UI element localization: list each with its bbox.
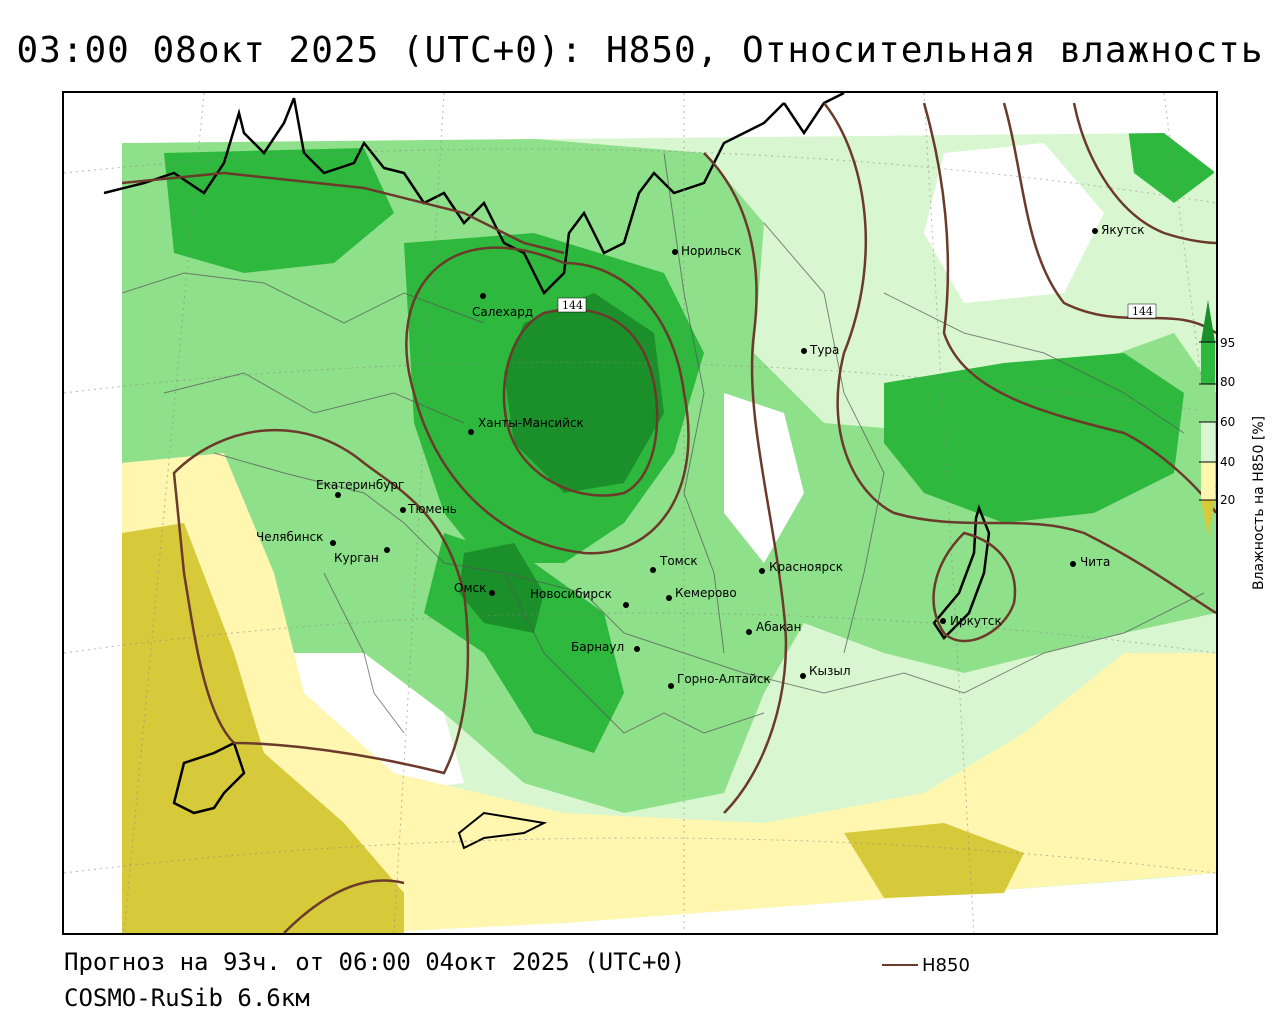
legend-swatch — [1201, 384, 1215, 422]
legend-tick-label: 60 — [1220, 415, 1235, 429]
city-label-omsk: Омск — [454, 581, 486, 595]
city-marker[interactable] — [666, 595, 672, 601]
city-label-kurgan: Курган — [334, 551, 379, 565]
aral-coast — [457, 811, 548, 850]
city-label-irkutsk: Иркутск — [950, 614, 1002, 628]
city-marker[interactable] — [1070, 561, 1076, 567]
contour-line-swatch — [882, 964, 918, 966]
city-marker[interactable] — [940, 618, 946, 624]
city-label-yakutsk: Якутск — [1101, 223, 1145, 237]
city-marker[interactable] — [759, 568, 765, 574]
city-label-kemerovo: Кемерово — [675, 586, 737, 600]
contour-series-label: H850 — [922, 954, 970, 976]
h850-contour — [922, 102, 1216, 514]
city-label-norilsk: Норильск — [681, 244, 741, 258]
h850-contour — [703, 152, 788, 814]
city-label-krasnoyarsk: Красноярск — [769, 560, 843, 574]
city-marker[interactable] — [384, 547, 390, 553]
humidity-region-green — [164, 148, 394, 273]
humidity-legend: 95 80 60 40 20 Влажность на H850 [%] — [1196, 300, 1280, 600]
legend-tick-label: 20 — [1220, 493, 1235, 507]
humidity-region-dark-yellow — [844, 823, 1024, 898]
legend-swatch — [1201, 422, 1215, 462]
map-title: 03:00 08окт 2025 (UTC+0): H850, Относите… — [16, 30, 1264, 71]
city-label-barnaul: Барнаул — [571, 640, 624, 654]
cities: Норильск Якутск Салехард Тура Ханты-Манс… — [256, 223, 1145, 689]
city-marker[interactable] — [801, 348, 807, 354]
caspian-coast — [172, 741, 246, 815]
h850-contour — [405, 246, 690, 555]
contour-label-box — [1127, 303, 1157, 319]
city-label-chita: Чита — [1080, 555, 1110, 569]
city-marker[interactable] — [330, 540, 336, 546]
legend-swatch — [1201, 500, 1215, 536]
city-marker[interactable] — [468, 429, 474, 435]
city-marker[interactable] — [1092, 228, 1098, 234]
humidity-region-dark-green — [504, 293, 664, 493]
h850-contours — [121, 102, 1216, 933]
map-panel[interactable]: 144 144 Норильск Якутск Салехард Тура Ха… — [62, 91, 1218, 935]
h850-contour — [283, 879, 405, 933]
city-label-tomsk: Томск — [659, 554, 698, 568]
city-marker[interactable] — [634, 646, 640, 652]
city-label-khanty-mansiysk: Ханты-Мансийск — [478, 416, 584, 430]
city-label-tyumen: Тюмень — [407, 502, 457, 516]
legend-swatch — [1201, 342, 1215, 384]
city-marker[interactable] — [800, 673, 806, 679]
city-label-novosibirsk: Новосибирск — [530, 587, 612, 601]
legend-swatch — [1201, 300, 1215, 342]
coastline — [782, 93, 845, 136]
h850-contour — [502, 308, 659, 497]
city-marker[interactable] — [650, 567, 656, 573]
h850-contour — [121, 171, 565, 255]
contour-label: 144 — [562, 299, 583, 312]
city-label-gorno-altaysk: Горно-Алтайск — [677, 672, 771, 686]
city-label-ekaterinburg: Екатеринбург — [316, 478, 404, 492]
legend-tick-label: 95 — [1220, 336, 1235, 350]
city-marker[interactable] — [746, 629, 752, 635]
contour-series-key: H850 — [882, 953, 970, 977]
contour-label: 144 — [1132, 305, 1153, 318]
h850-contour — [172, 428, 470, 775]
city-label-chelyabinsk: Челябинск — [256, 530, 323, 544]
city-label-abakan: Абакан — [756, 620, 801, 634]
h850-contour — [932, 531, 1017, 643]
city-label-kyzyl: Кызыл — [809, 664, 851, 678]
city-marker[interactable] — [672, 249, 678, 255]
humidity-map: 144 144 Норильск Якутск Салехард Тура Ха… — [64, 93, 1216, 933]
city-marker[interactable] — [489, 590, 495, 596]
city-marker[interactable] — [623, 602, 629, 608]
model-name: COSMO-RuSib 6.6км — [64, 984, 310, 1012]
humidity-region-pale-yellow — [122, 453, 1216, 933]
forecast-info: Прогноз на 93ч. от 06:00 04окт 2025 (UTC… — [64, 948, 686, 976]
city-marker[interactable] — [480, 293, 486, 299]
h850-contour — [1072, 102, 1216, 245]
humidity-region-green — [884, 353, 1184, 523]
legend-tick-label: 40 — [1220, 455, 1235, 469]
legend-colorbar: 95 80 60 40 20 Влажность на H850 [%] — [1199, 300, 1267, 590]
admin-boundaries — [121, 152, 1205, 734]
contour-label-box — [557, 297, 587, 313]
legend-swatch — [1201, 462, 1215, 500]
legend-tick-label: 80 — [1220, 375, 1235, 389]
h850-contour — [1002, 102, 1216, 335]
city-label-salekhard: Салехард — [472, 305, 533, 319]
humidity-region-light-green — [122, 138, 1216, 813]
humidity-region-white — [924, 143, 1104, 303]
city-marker[interactable] — [400, 507, 406, 513]
city-label-tura: Тура — [809, 343, 839, 357]
coastline — [103, 97, 785, 296]
legend-title: Влажность на H850 [%] — [1251, 416, 1267, 590]
city-marker[interactable] — [668, 683, 674, 689]
city-marker[interactable] — [335, 492, 341, 498]
h850-contour — [823, 102, 1216, 615]
